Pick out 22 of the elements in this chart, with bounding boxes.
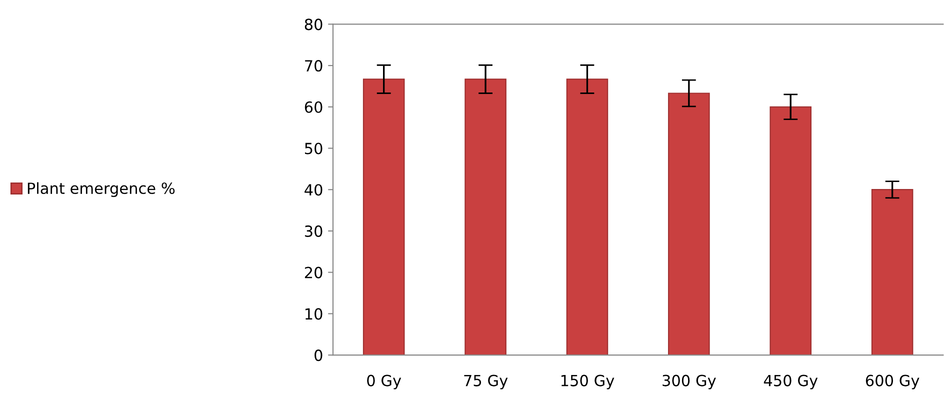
y-tick-label: 60: [304, 101, 322, 113]
bar: [362, 78, 405, 356]
bar: [566, 78, 608, 356]
x-tick-label: 75 Gy: [464, 374, 508, 390]
y-tick-label: 40: [304, 184, 322, 196]
y-tick-label: 50: [305, 142, 322, 154]
y-tick-label: 70: [305, 60, 322, 72]
y-tick-label: 80: [304, 18, 322, 30]
legend-label: Plant emergence %: [28, 182, 175, 198]
y-tick-label: 0: [314, 350, 322, 362]
bar: [770, 106, 812, 356]
x-tick-label: 0 Gy: [367, 374, 402, 390]
bar: [871, 189, 914, 356]
bar: [464, 78, 506, 356]
y-tick-label: 20: [304, 266, 322, 278]
bar: [668, 92, 710, 356]
x-tick-label: 450 Gy: [764, 374, 818, 390]
x-tick-label: 600 Gy: [866, 374, 920, 390]
y-tick-label: 10: [306, 308, 322, 320]
x-tick-label: 300 Gy: [662, 374, 716, 390]
y-tick-label: 30: [304, 225, 322, 237]
x-tick-label: 150 Gy: [561, 374, 614, 390]
